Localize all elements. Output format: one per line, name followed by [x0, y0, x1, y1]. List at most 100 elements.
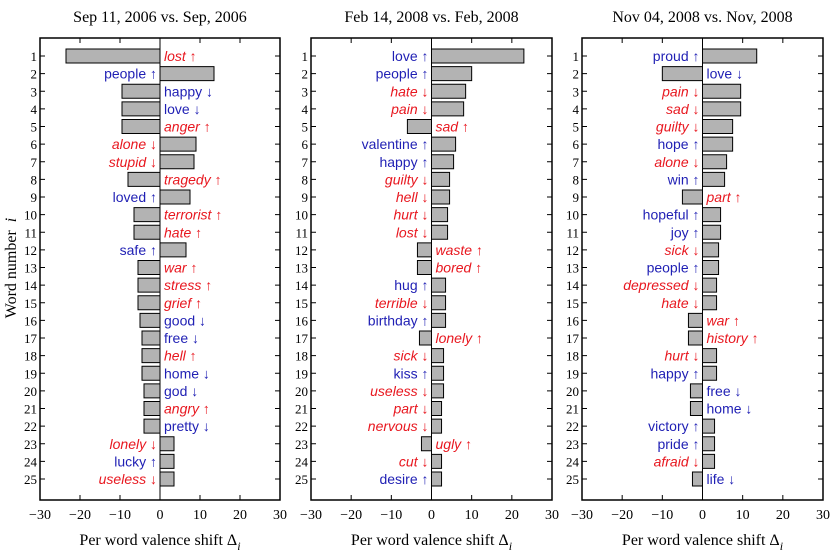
bar-people — [702, 260, 720, 275]
y-tick-label: 7 — [31, 155, 38, 170]
y-tick-label: 24 — [566, 454, 580, 469]
word-label: birthday ↑ — [368, 312, 429, 328]
word-label: lost ↓ — [396, 224, 429, 240]
word-label: loved ↑ — [113, 189, 157, 205]
word-label: anger ↑ — [164, 119, 211, 135]
bar-lonely — [418, 330, 433, 346]
y-tick-label: 25 — [24, 472, 37, 487]
word-label: win ↑ — [667, 171, 700, 187]
bar-terrorist — [133, 207, 161, 223]
word-label: happy ↑ — [650, 365, 699, 381]
y-tick-label: 10 — [24, 208, 37, 223]
x-tick-label: 10 — [465, 508, 479, 523]
bar-grief — [137, 295, 161, 311]
y-tick-label: 1 — [573, 49, 580, 64]
word-label: victory ↑ — [648, 418, 699, 434]
bar-love — [661, 66, 703, 82]
bar-angry — [143, 401, 161, 416]
bar-anger — [121, 119, 161, 134]
word-label: alone ↓ — [112, 136, 157, 152]
bar-sick — [431, 348, 445, 364]
y-tick-label: 20 — [295, 384, 308, 399]
word-label: lonely ↓ — [110, 436, 157, 452]
bar-part — [431, 401, 443, 416]
x-tick-label: −10 — [380, 508, 402, 523]
y-tick-label: 24 — [295, 454, 309, 469]
word-label: home ↓ — [164, 365, 210, 381]
word-label: happy ↑ — [379, 154, 428, 170]
y-tick-label: 6 — [31, 137, 38, 152]
y-tick-label: 13 — [295, 261, 308, 276]
bar-home — [689, 401, 704, 416]
word-label: pain ↓ — [390, 101, 428, 117]
word-label: valentine ↑ — [362, 136, 429, 152]
word-label: love ↑ — [392, 48, 429, 64]
x-axis-label-subscript: i — [237, 539, 240, 553]
x-axis-label-text: Per word valence shift Δ — [351, 532, 509, 549]
word-label: hurt ↓ — [664, 348, 699, 364]
word-label: lonely ↑ — [436, 330, 483, 346]
bar-happy — [121, 83, 161, 99]
bar-safe — [159, 242, 187, 258]
y-tick-label: 12 — [295, 243, 308, 258]
bar-joy — [702, 224, 722, 240]
word-label: pretty ↓ — [164, 418, 210, 434]
word-label: people ↑ — [104, 66, 157, 82]
x-axis-label-subscript: i — [509, 539, 512, 553]
y-tick-label: 18 — [24, 349, 37, 364]
x-tick-label: 0 — [428, 508, 435, 523]
x-tick-label: −30 — [29, 508, 51, 523]
y-tick-label: 14 — [566, 278, 580, 293]
y-tick-label: 16 — [566, 313, 580, 328]
y-tick-label: 22 — [566, 419, 579, 434]
bar-terrible — [431, 295, 447, 311]
bar-people — [159, 66, 215, 82]
word-label: home ↓ — [707, 401, 753, 417]
x-tick-label: 20 — [233, 508, 247, 523]
x-tick-label: 20 — [776, 508, 790, 523]
y-tick-label: 25 — [295, 472, 308, 487]
bar-hope — [702, 136, 734, 152]
y-tick-label: 2 — [302, 67, 309, 82]
x-tick-label: −20 — [611, 508, 633, 523]
y-tick-label: 21 — [566, 402, 579, 417]
bar-pride — [702, 436, 716, 452]
bar-valentine — [431, 136, 457, 152]
word-label: guilty ↓ — [385, 171, 429, 187]
word-label: nervous ↓ — [368, 418, 429, 434]
bar-stress — [137, 277, 161, 293]
x-tick-label: 30 — [545, 508, 559, 523]
y-tick-label: 23 — [24, 437, 37, 452]
x-tick-label: 20 — [505, 508, 519, 523]
panels: Sep 11, 2006 vs. Sep, 2006 lost ↑ people ↑… — [24, 9, 830, 553]
bar-people — [431, 66, 473, 82]
chart-title: Nov 04, 2008 vs. Nov, 2008 — [612, 9, 792, 26]
y-tick-label: 19 — [295, 366, 308, 381]
bar-win — [702, 171, 726, 187]
y-tick-label: 4 — [573, 102, 580, 117]
x-axis-label: Per word valence shift Δi — [351, 532, 512, 553]
x-axis-label: Per word valence shift Δi — [79, 532, 240, 553]
y-tick-label: 11 — [24, 225, 37, 240]
word-label: history ↑ — [707, 330, 759, 346]
x-axis-label: Per word valence shift Δi — [622, 532, 783, 553]
bar-ugly — [420, 436, 433, 452]
bar-part — [681, 189, 704, 205]
word-label: hate ↓ — [661, 295, 699, 311]
word-label: life ↓ — [707, 471, 736, 487]
bar-history — [687, 330, 703, 346]
bar-useless — [431, 383, 445, 399]
y-tick-label: 7 — [302, 155, 309, 170]
y-tick-label: 10 — [295, 208, 308, 223]
x-tick-label: 30 — [273, 508, 287, 523]
word-label: hate ↓ — [390, 83, 428, 99]
word-label: safe ↑ — [120, 242, 157, 258]
y-tick-label: 8 — [573, 172, 580, 187]
y-tick-label: 1 — [31, 49, 38, 64]
y-tick-label: 4 — [302, 102, 309, 117]
word-label: useless ↓ — [370, 383, 428, 399]
y-tick-label: 9 — [573, 190, 580, 205]
word-label: angry ↑ — [164, 401, 210, 417]
word-label: free ↓ — [707, 383, 742, 399]
word-label: pride ↑ — [657, 436, 699, 452]
